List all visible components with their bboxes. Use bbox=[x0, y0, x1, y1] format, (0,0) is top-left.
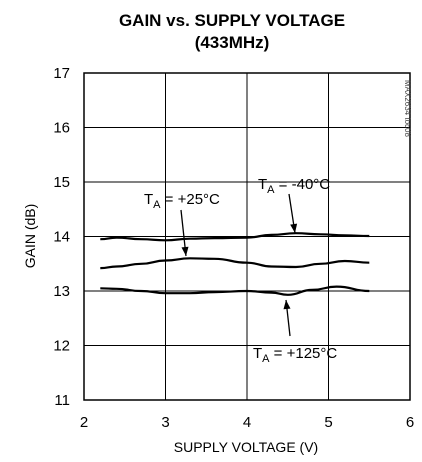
y-tick-label: 14 bbox=[53, 229, 70, 246]
chart-subtitle: (433MHz) bbox=[195, 33, 270, 52]
y-tick-label: 16 bbox=[53, 120, 70, 137]
arrow-plus125-head bbox=[283, 300, 291, 310]
y-tick-label: 11 bbox=[54, 392, 70, 409]
annotation-arrows bbox=[180, 193, 298, 337]
figure-code-label: MAX2634 toc08 bbox=[403, 80, 412, 137]
plot-frame bbox=[83, 72, 411, 401]
x-tick-label: 5 bbox=[324, 414, 332, 431]
x-tick-label: 3 bbox=[161, 414, 169, 431]
chart-title: GAIN vs. SUPPLY VOLTAGE bbox=[119, 11, 345, 30]
y-tick-label: 12 bbox=[53, 338, 70, 355]
arrow-plus25-head bbox=[181, 246, 189, 256]
y-tick-label: 17 bbox=[53, 65, 70, 82]
annotation-plus125: TA = +125°C bbox=[253, 345, 337, 365]
x-tick-label: 6 bbox=[406, 414, 414, 431]
y-tick-label: 15 bbox=[53, 174, 70, 191]
series-line-1 bbox=[100, 257, 370, 270]
tick-labels: 2 3 4 5 6 11 12 13 14 15 16 17 bbox=[53, 65, 414, 431]
series-line-0 bbox=[100, 232, 370, 242]
arrow-minus40-head bbox=[290, 223, 298, 233]
x-axis-label: SUPPLY VOLTAGE (V) bbox=[174, 439, 318, 455]
y-axis-label: GAIN (dB) bbox=[22, 204, 38, 269]
annotation-plus25: TA = +25°C bbox=[144, 191, 220, 211]
data-series bbox=[100, 232, 370, 296]
annotation-minus40: TA = -40°C bbox=[258, 176, 330, 196]
x-tick-label: 2 bbox=[80, 414, 88, 431]
y-tick-label: 13 bbox=[53, 283, 70, 300]
series-line-2 bbox=[100, 285, 370, 296]
x-tick-label: 4 bbox=[243, 414, 251, 431]
